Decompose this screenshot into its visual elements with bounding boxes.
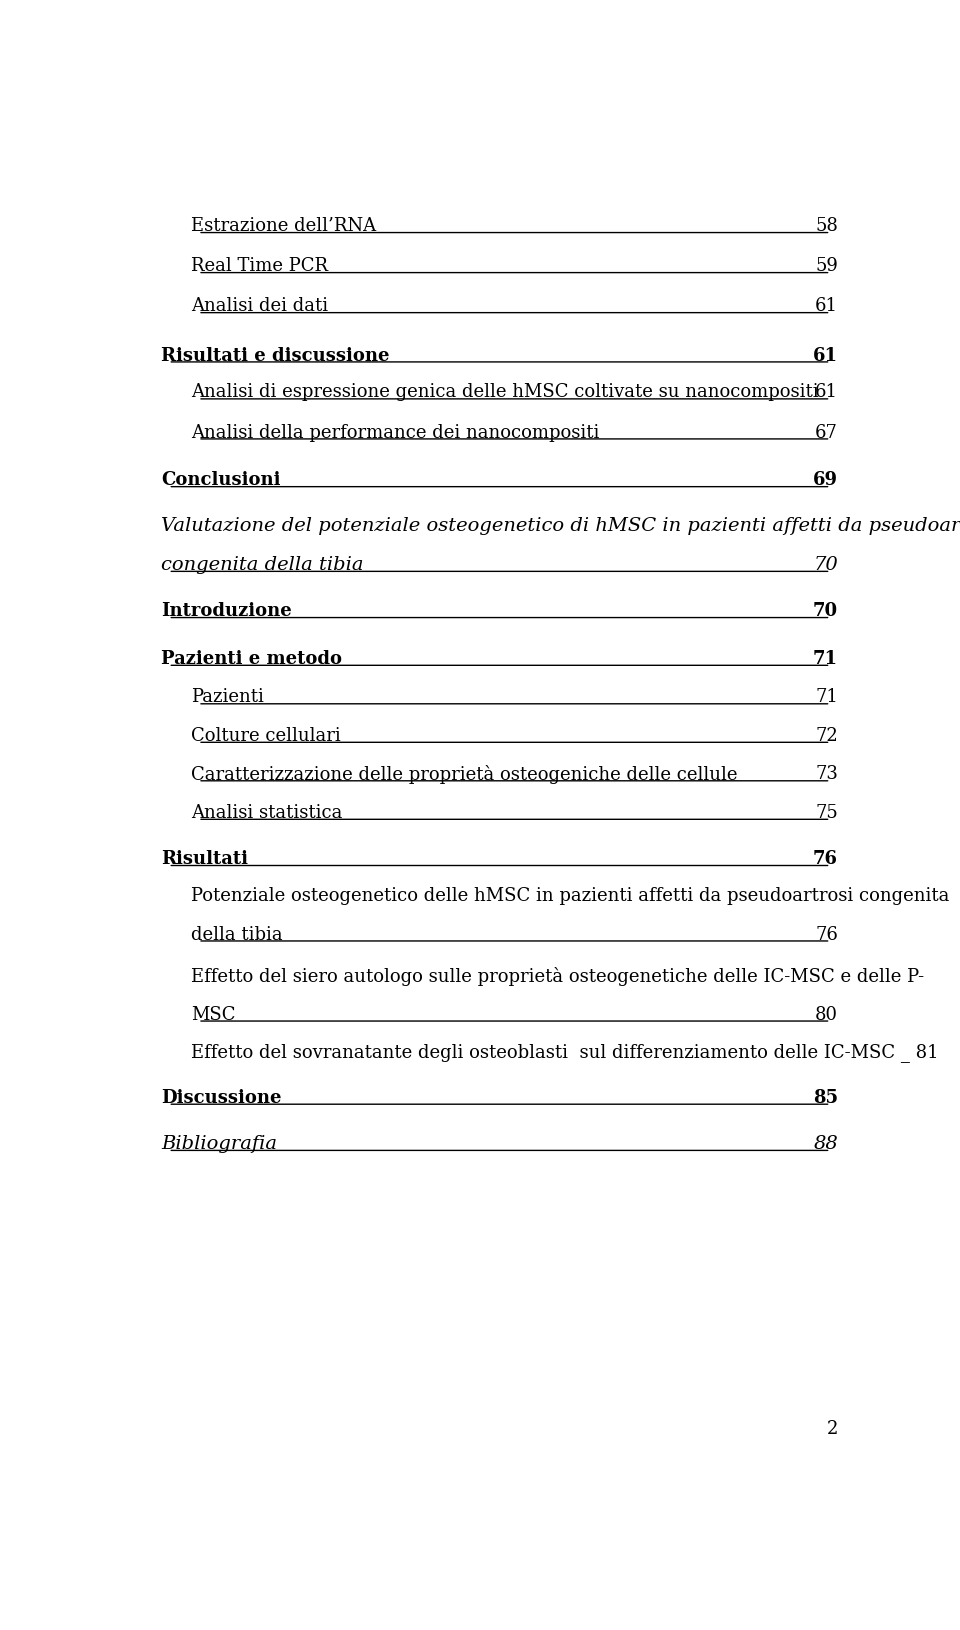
Text: 80: 80 — [815, 1006, 838, 1024]
Text: 72: 72 — [815, 727, 838, 745]
Text: 73: 73 — [815, 766, 838, 784]
Text: Pazienti: Pazienti — [191, 688, 264, 706]
Text: 75: 75 — [815, 804, 838, 822]
Text: 70: 70 — [813, 556, 838, 574]
Text: Analisi di espressione genica delle hMSC coltivate su nanocompositi: Analisi di espressione genica delle hMSC… — [191, 383, 818, 401]
Text: Estrazione dell’RNA: Estrazione dell’RNA — [191, 217, 375, 235]
Text: Risultati e discussione: Risultati e discussione — [161, 347, 390, 365]
Text: Valutazione del potenziale osteogenetico di hMSC in pazienti affetti da pseudoar: Valutazione del potenziale osteogenetico… — [161, 517, 960, 536]
Text: Potenziale osteogenetico delle hMSC in pazienti affetti da pseudoartrosi congeni: Potenziale osteogenetico delle hMSC in p… — [191, 887, 949, 905]
Text: 70: 70 — [813, 601, 838, 619]
Text: Effetto del sovranatante degli osteoblasti  sul differenziamento delle IC-MSC _ : Effetto del sovranatante degli osteoblas… — [191, 1043, 938, 1061]
Text: Pazienti e metodo: Pazienti e metodo — [161, 650, 342, 668]
Text: Risultati: Risultati — [161, 851, 248, 869]
Text: Analisi della performance dei nanocompositi: Analisi della performance dei nanocompos… — [191, 424, 599, 442]
Text: Analisi statistica: Analisi statistica — [191, 804, 342, 822]
Text: Bibliografia: Bibliografia — [161, 1134, 276, 1152]
Text: 71: 71 — [813, 650, 838, 668]
Text: Real Time PCR: Real Time PCR — [191, 258, 327, 275]
Text: Colture cellulari: Colture cellulari — [191, 727, 341, 745]
Text: Analisi dei dati: Analisi dei dati — [191, 297, 327, 315]
Text: Discussione: Discussione — [161, 1089, 281, 1107]
Text: 69: 69 — [813, 471, 838, 489]
Text: Effetto del siero autologo sulle proprietà osteogenetiche delle IC-MSC e delle P: Effetto del siero autologo sulle proprie… — [191, 967, 924, 986]
Text: 76: 76 — [813, 851, 838, 869]
Text: 71: 71 — [815, 688, 838, 706]
Text: Caratterizzazione delle proprietà osteogeniche delle cellule: Caratterizzazione delle proprietà osteog… — [191, 766, 737, 784]
Text: Conclusioni: Conclusioni — [161, 471, 280, 489]
Text: Introduzione: Introduzione — [161, 601, 292, 619]
Text: 88: 88 — [813, 1134, 838, 1152]
Text: 85: 85 — [813, 1089, 838, 1107]
Text: 58: 58 — [815, 217, 838, 235]
Text: 61: 61 — [815, 383, 838, 401]
Text: 61: 61 — [815, 297, 838, 315]
Text: 2: 2 — [827, 1420, 838, 1438]
Text: 61: 61 — [813, 347, 838, 365]
Text: 59: 59 — [815, 258, 838, 275]
Text: della tibia: della tibia — [191, 926, 282, 944]
Text: 76: 76 — [815, 926, 838, 944]
Text: congenita della tibia: congenita della tibia — [161, 556, 364, 574]
Text: 67: 67 — [815, 424, 838, 442]
Text: MSC: MSC — [191, 1006, 235, 1024]
